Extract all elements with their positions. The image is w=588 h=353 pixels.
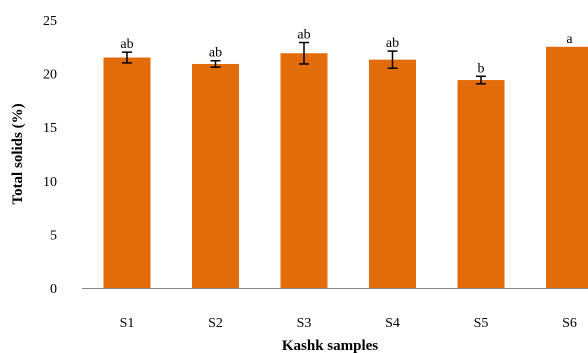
x-tick-label: S5	[474, 316, 489, 331]
x-tick-label: S2	[208, 316, 223, 331]
x-tick-label: S6	[562, 316, 577, 331]
bar	[103, 57, 151, 288]
error-bar	[210, 59, 221, 68]
significance-labels-group: ab ab ab ab b a	[120, 28, 573, 77]
error-bars-group	[122, 41, 486, 85]
x-tick-label: S1	[120, 316, 135, 331]
significance-letter: a	[566, 32, 573, 47]
x-tick-label: S3	[297, 316, 312, 331]
y-tick-label: 5	[50, 228, 57, 243]
y-tick-label: 25	[43, 14, 57, 29]
bar	[192, 63, 239, 289]
y-tick-label: 20	[43, 68, 57, 83]
significance-letter: ab	[297, 28, 310, 43]
y-tick-label: 15	[43, 121, 57, 136]
bar	[457, 80, 505, 288]
x-axis-ticks: S1 S2 S3 S4 S5 S6	[120, 316, 577, 331]
significance-letter: ab	[386, 36, 399, 51]
y-axis-title: Total solids (%)	[10, 103, 26, 204]
x-axis-title: Kashk samples	[282, 338, 378, 353]
bar	[280, 53, 328, 289]
y-tick-label: 10	[43, 175, 57, 190]
error-bar	[476, 75, 486, 85]
bar	[546, 46, 588, 288]
significance-letter: ab	[209, 46, 222, 61]
significance-letter: b	[478, 61, 485, 76]
significance-letter: ab	[120, 37, 133, 52]
error-bar	[122, 51, 132, 64]
error-bar	[387, 50, 398, 69]
bar	[369, 59, 416, 288]
y-axis-ticks: 0 5 10 15 20 25	[43, 14, 57, 297]
bars-group	[103, 46, 588, 289]
y-tick-label: 0	[50, 282, 57, 297]
error-bar	[299, 41, 309, 65]
x-tick-label: S4	[385, 316, 400, 331]
